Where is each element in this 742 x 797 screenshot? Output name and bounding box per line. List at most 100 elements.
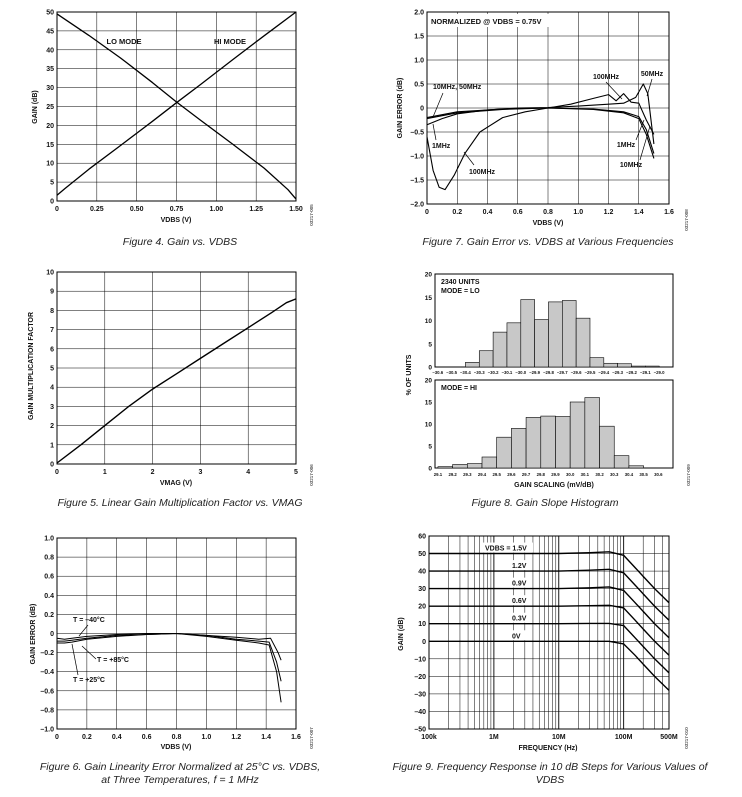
x-tick-label: 30.3 — [610, 472, 619, 477]
x-tick-label: 1.00 — [210, 206, 224, 213]
y-tick-label: 1.5 — [414, 34, 424, 41]
y-tick-label: 0.8 — [44, 555, 54, 562]
ann-1mhz-right: 1MHz — [617, 142, 636, 149]
x-tick-label: 0.6 — [142, 734, 152, 741]
y-tick-label: –2.0 — [410, 202, 424, 209]
leader-50mhz-right — [646, 78, 653, 97]
y-tick-label: 9 — [50, 289, 54, 296]
y-tick-label: 0 — [50, 462, 54, 469]
figure-5-plot: 0 1 2 3 4 5 0 1 2 3 4 5 6 7 8 9 10 VMAG (V) GAIN MULTIPLIC… — [28, 270, 298, 488]
figure-9-plot: 100k 1M 10M 100M 500M –50 –40 –30 –20 –10 0 10 20 30 4… — [398, 534, 678, 753]
y-axis-label: GAIN (dB) — [32, 90, 39, 123]
x-axis-label: VDBS (V) — [533, 220, 564, 227]
x-tick-label: 1.4 — [261, 734, 271, 741]
x-axis-label: VDBS (V) — [161, 217, 192, 224]
x-tick-label: 1.6 — [291, 734, 301, 741]
y-tick-label: 50 — [418, 551, 426, 558]
y-tick-label: 30 — [46, 85, 54, 92]
y-tick-label: 6 — [50, 346, 54, 353]
histogram-bar — [511, 428, 527, 469]
y-tick-label: 20 — [425, 272, 433, 279]
y-tick-label: 0.6 — [44, 574, 54, 581]
figure-code: 03217-008 — [684, 209, 689, 231]
y-tick-label: 10 — [425, 318, 433, 325]
normalized-label: NORMALIZED @ VDBS = 0.75V — [431, 17, 541, 26]
y-tick-label: 0.4 — [44, 593, 54, 600]
histogram-bar — [452, 464, 468, 469]
histogram-bar — [589, 357, 605, 368]
figure-8-panel-1: 0 5 10 15 20 –30.6 –30.5 –30.4 –30.3 –30.2 –30.1 –3… — [425, 272, 674, 375]
y-tick-label: 0 — [428, 365, 432, 372]
histogram-bar — [575, 317, 591, 368]
leader-10mhz-right — [639, 125, 651, 161]
x-tick-label: –29.5 — [585, 370, 596, 375]
y-tick-label: 1.0 — [44, 536, 54, 543]
x-tick-label: 3 — [198, 469, 202, 476]
y-axis-label: GAIN (dB) — [398, 617, 405, 650]
leader-1mhz — [432, 123, 437, 141]
y-tick-label: 5 — [428, 444, 432, 451]
ann-100mhz-left: 100MHz — [469, 169, 496, 176]
x-tick-label: –29.8 — [543, 370, 554, 375]
y-tick-label: –0.6 — [40, 688, 54, 695]
x-tick-label: –30.0 — [515, 370, 526, 375]
y-tick-label: 60 — [418, 534, 426, 541]
figure-code: 03217-010 — [684, 727, 689, 749]
figure-9-caption: Figure 9. Frequency Response in 10 dB St… — [392, 761, 708, 786]
y-tick-label: 25 — [46, 104, 54, 111]
series-label: VDBS = 1.5V — [485, 546, 527, 553]
y-tick-label: 10 — [418, 621, 426, 628]
x-tick-label: 0.8 — [543, 209, 553, 216]
y-tick-label: 50 — [46, 10, 54, 17]
y-tick-label: 5 — [50, 180, 54, 187]
y-tick-label: 20 — [46, 123, 54, 130]
x-tick-label: 1.50 — [289, 206, 303, 213]
x-tick-label: 0.4 — [112, 734, 122, 741]
series-line-1 — [429, 568, 670, 621]
y-tick-label: 40 — [418, 569, 426, 576]
histogram-bar — [492, 331, 508, 368]
figure-7-caption: Figure 7. Gain Error vs. VDBS at Various… — [422, 236, 674, 248]
histogram-bar — [613, 455, 630, 469]
y-tick-label: –0.5 — [410, 130, 424, 137]
x-tick-label: 29.9 — [551, 472, 560, 477]
x-tick-label: 29.8 — [537, 472, 546, 477]
x-tick-label: 0 — [425, 209, 429, 216]
x-tick-label: 1.4 — [634, 209, 644, 216]
x-tick-label: –30.1 — [502, 370, 513, 375]
figure-4-plot: 0 0.25 0.50 0.75 1.00 1.25 1.50 0 5 10 15 20 25 30 35 4… — [32, 10, 303, 225]
figure-code: 03217-007 — [309, 727, 314, 749]
x-tick-label: 100k — [421, 734, 437, 741]
y-tick-label: 8 — [50, 308, 54, 315]
figure-6-caption-line2: at Three Temperatures, f = 1 MHz — [101, 774, 259, 786]
x-tick-label: 1.2 — [231, 734, 241, 741]
y-tick-label: 0 — [50, 631, 54, 638]
x-tick-label: 30.2 — [595, 472, 604, 477]
leader-minus40c — [78, 624, 89, 637]
panel-label-2: MODE = LO — [441, 288, 480, 295]
y-tick-label: 5 — [428, 341, 432, 348]
x-tick-label: 1M — [489, 734, 499, 741]
x-tick-label: 0.2 — [452, 209, 462, 216]
y-tick-label: –50 — [414, 727, 426, 734]
x-tick-label: 0 — [55, 206, 59, 213]
series-line-3 — [429, 604, 670, 656]
x-tick-label: 29.5 — [493, 472, 502, 477]
y-axis-label: GAIN ERROR (dB) — [397, 78, 404, 139]
y-tick-label: –0.2 — [40, 650, 54, 657]
histogram-bar — [506, 322, 522, 368]
x-tick-label: –30.4 — [460, 370, 471, 375]
normalized-label-bg — [430, 14, 558, 27]
histogram-bar — [437, 466, 453, 469]
y-tick-label: 10 — [425, 422, 433, 429]
figure-code: 03217-006 — [309, 464, 314, 486]
histogram-bar — [465, 362, 480, 368]
y-tick-label: –30 — [414, 691, 426, 698]
series-label-bg — [510, 612, 530, 623]
histogram-bar — [603, 362, 618, 368]
x-tick-label: 2 — [151, 469, 155, 476]
series-line-0 — [56, 13, 297, 200]
series-line-3 — [426, 107, 655, 159]
x-tick-label: –29.0 — [654, 370, 665, 375]
